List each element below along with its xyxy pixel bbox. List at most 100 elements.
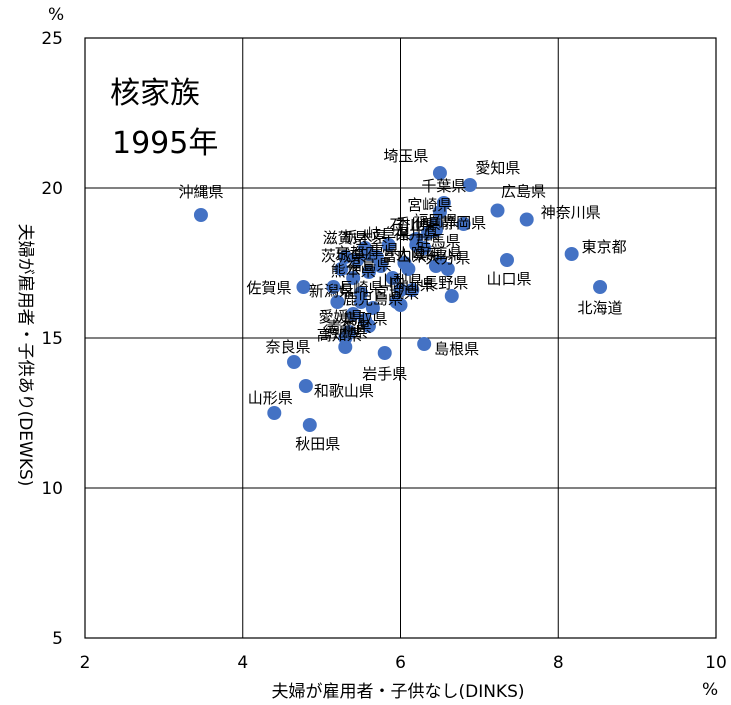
x-axis-title: 夫婦が雇用者・子供なし(DINKS): [271, 682, 524, 702]
data-point: [593, 280, 608, 294]
x-tick-label: 4: [237, 653, 248, 673]
point-label: 奈良県: [266, 338, 311, 356]
inset-title-line1: 核家族: [110, 76, 200, 111]
point-label: 鳥取県: [342, 310, 387, 328]
data-point: [499, 253, 514, 267]
point-label: 鹿児島県: [343, 290, 403, 308]
point-label: 愛媛県: [319, 308, 364, 326]
point-label: 北海道: [578, 299, 623, 317]
data-point: [330, 295, 345, 309]
data-point: [338, 250, 353, 264]
point-label: 栃木県: [342, 228, 387, 246]
point-label: 京都府: [335, 244, 380, 262]
point-label: 兵庫県: [417, 245, 462, 263]
point-label: 長崎県: [339, 279, 384, 297]
point-label: 群馬県: [416, 232, 461, 250]
point-label: 青森県: [326, 318, 371, 336]
data-point: [393, 283, 408, 297]
point-label: 大阪府: [396, 245, 441, 263]
point-label: 石川県: [389, 216, 434, 234]
data-point: [346, 271, 361, 285]
data-point: [361, 319, 376, 333]
point-label: 和歌山県: [314, 382, 374, 400]
point-label: 宮崎県: [407, 196, 452, 214]
y-axis-ticks: 5 10 15 20 25: [41, 29, 63, 649]
point-label: 東京都: [582, 238, 627, 256]
point-label: 香川県: [396, 215, 441, 233]
data-point: [393, 298, 408, 312]
point-label: 三重県: [354, 241, 399, 259]
data-point: [440, 262, 455, 276]
x-unit: %: [702, 680, 718, 700]
data-point: [564, 247, 579, 261]
data-point: [361, 265, 376, 279]
y-tick-label: 15: [41, 329, 63, 349]
data-point: [296, 280, 311, 294]
data-point: [334, 262, 349, 276]
data-point: [302, 418, 317, 432]
point-label: 千葉県: [421, 177, 466, 195]
data-point: [346, 307, 361, 321]
inset-title-line2: 1995年: [112, 126, 218, 161]
data-point: [405, 283, 420, 297]
point-label: 高知県: [317, 326, 362, 344]
point-label: 山口県: [486, 270, 531, 288]
point-label: 岐阜県: [366, 225, 411, 243]
point-label: 福井県: [394, 225, 439, 243]
data-point: [267, 406, 282, 420]
data-point: [456, 217, 471, 231]
point-label: 滋賀県: [323, 229, 368, 247]
point-label: 茨城県: [321, 247, 366, 265]
data-point: [287, 355, 302, 369]
point-label: 神奈川県: [541, 204, 601, 222]
point-label: 長野県: [423, 274, 468, 292]
data-point: [193, 208, 208, 222]
point-label: 山梨県: [378, 272, 423, 290]
point-label: 沖縄県: [178, 183, 223, 201]
y-tick-label: 25: [41, 29, 63, 49]
data-point: [373, 259, 388, 273]
x-tick-label: 2: [80, 653, 91, 673]
y-tick-label: 10: [41, 479, 63, 499]
point-label: 島根県: [434, 340, 479, 358]
point-label: 岡山県: [390, 276, 435, 294]
point-label: 徳島県: [323, 323, 368, 341]
point-label: 佐賀県: [246, 279, 291, 297]
data-point: [350, 253, 365, 267]
data-point: [462, 178, 477, 192]
point-label: 宮城県: [374, 284, 419, 302]
point-label: 愛知県: [475, 159, 520, 177]
data-point: [354, 295, 369, 309]
data-point: [432, 205, 447, 219]
point-label: 新潟県: [309, 282, 354, 300]
data-point: [519, 212, 534, 227]
data-point: [365, 301, 380, 315]
data-point: [428, 259, 443, 273]
data-point: [444, 289, 459, 303]
data-point: [428, 223, 443, 237]
point-label: 富山県: [382, 247, 427, 265]
x-tick-label: 6: [395, 653, 406, 673]
data-point: [432, 166, 447, 180]
data-point: [417, 241, 432, 255]
data-point: [326, 280, 341, 294]
point-label: 埼玉県: [383, 147, 428, 165]
x-tick-label: 8: [553, 653, 564, 673]
x-tick-label: 10: [705, 653, 727, 673]
point-label: 静岡県: [441, 214, 486, 232]
point-label: 広島県: [501, 183, 546, 201]
point-label: 福島県: [346, 256, 391, 274]
data-point: [381, 238, 396, 252]
y-tick-label: 20: [41, 179, 63, 199]
point-label: 福岡県: [413, 212, 458, 230]
point-label: 山形県: [248, 389, 293, 407]
point-label: 岩手県: [362, 365, 407, 383]
data-point: [377, 346, 392, 360]
data-point: [397, 256, 412, 270]
point-label: 大分県: [425, 249, 470, 267]
data-point: [490, 203, 505, 218]
point-label: 熊本県: [331, 262, 376, 280]
plot-area: [84, 37, 717, 639]
